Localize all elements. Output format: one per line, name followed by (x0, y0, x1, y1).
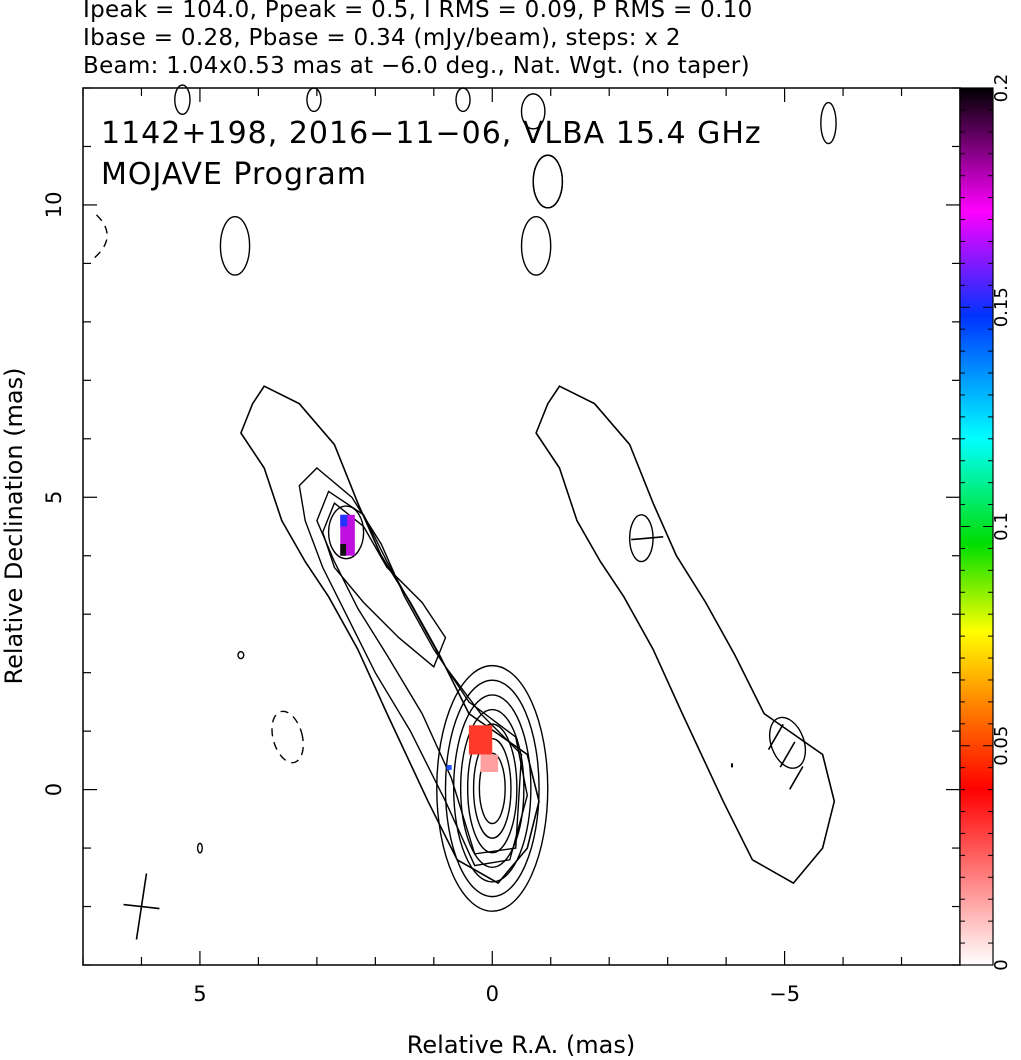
header-line-2: Ibase = 0.28, Pbase = 0.34 (mJy/beam), s… (83, 25, 681, 51)
core-contour-4 (459, 708, 525, 869)
x-tick-label: −5 (769, 982, 800, 1006)
noise-contour-6 (219, 215, 251, 276)
contour-level-3 (316, 490, 523, 855)
noise-contour-right (532, 154, 564, 209)
core-contour-3 (452, 694, 532, 883)
colorbar-tick-label: 0.05 (991, 726, 1012, 766)
contour-layer (91, 84, 837, 940)
y-tick-label: 0 (42, 783, 66, 796)
core-contour-1 (436, 664, 549, 912)
header-line-3: Beam: 1.04x0.53 mas at −6.0 deg., Nat. W… (83, 53, 750, 79)
core-contour-5 (466, 723, 518, 854)
y-tick-label: 10 (42, 192, 66, 219)
contour-level-4 (321, 501, 447, 668)
colorbar-ticks: 0 0.05 0.1 0.15 0.2 (960, 74, 1012, 971)
header-line-1: Ipeak = 104.0, Ppeak = 0.5, I RMS = 0.09… (83, 0, 753, 23)
core-contour-right-panel (768, 716, 807, 769)
colorbar: 0 0.05 0.1 0.15 0.2 (959, 74, 1012, 971)
pol-patch-knot-dark (340, 544, 347, 556)
x-tick-label: 0 (486, 982, 499, 1006)
noise-contour-9 (237, 650, 245, 660)
noise-contour-8 (820, 101, 837, 145)
pol-patch-core (468, 725, 493, 755)
pol-patch-knot-top (340, 514, 348, 527)
colorbar-tick-label: 0.15 (991, 287, 1012, 327)
noise-contour-10 (196, 842, 203, 854)
polarization-vector-2 (767, 723, 784, 751)
tick-layer (82, 87, 961, 966)
x-axis-label: Relative R.A. (mas) (407, 1031, 635, 1059)
noise-contour-1 (174, 84, 191, 115)
negative-contour-2 (91, 210, 108, 259)
polarization-layer (340, 514, 499, 773)
polarization-vector-4 (789, 766, 804, 790)
colorbar-tick-label: 0 (991, 959, 1012, 970)
core-contour-2 (444, 679, 540, 898)
noise-contour-4 (520, 93, 546, 130)
polarization-vector-3 (779, 741, 796, 768)
tick-labels: 5 0 −5 0 5 10 (42, 192, 800, 1006)
contour-outer (240, 385, 540, 885)
x-tick-label: 5 (193, 982, 206, 1006)
y-axis-label: Relative Declination (mas) (0, 367, 28, 684)
contour-outer-right-panel (535, 385, 836, 885)
noise-contour-2 (306, 87, 322, 113)
beam-minor-axis (123, 903, 160, 910)
header-text: Ipeak = 104.0, Ppeak = 0.5, I RMS = 0.09… (83, 0, 753, 79)
noise-contour-3 (455, 87, 471, 113)
chart-title: 1142+198, 2016−11−06, VLBA 15.4 GHz (101, 116, 762, 151)
colorbar-tick-label: 0.2 (991, 74, 1012, 103)
negative-contour-1 (271, 710, 304, 764)
contour-level-2 (298, 467, 529, 867)
noise-contour-7 (520, 215, 552, 276)
plot-frame (82, 87, 961, 966)
plot-area (82, 84, 961, 966)
polarization-vector-1 (631, 535, 664, 541)
pol-patch-pixel (446, 765, 452, 771)
colorbar-tick-label: 0.1 (991, 512, 1012, 541)
knot-contour (327, 505, 365, 560)
chart-subtitle: MOJAVE Program (101, 157, 367, 192)
y-tick-label: 5 (42, 491, 66, 504)
pol-patch-core-edge (480, 754, 499, 773)
